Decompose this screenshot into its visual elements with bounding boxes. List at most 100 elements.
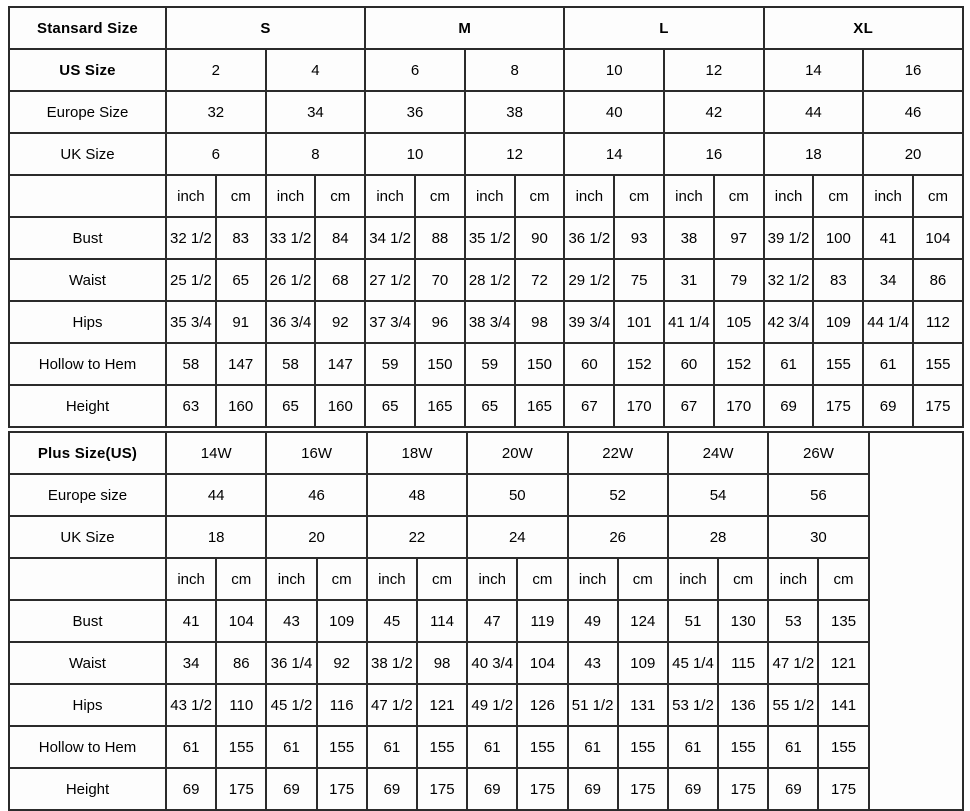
- plus-cell-waist-cm-6: 121: [817, 641, 870, 685]
- row-label-us-size: US Size: [8, 48, 167, 92]
- plus-row-label-units: [8, 557, 167, 601]
- plus-cell-waist-cm-5: 115: [717, 641, 770, 685]
- cell-hips-cm-2: 96: [414, 300, 466, 344]
- cell-bust-inch-3: 35 1/2: [463, 216, 516, 260]
- plus-cell-hollow_to_hem-inch-0: 61: [164, 725, 218, 769]
- unit-inch-3: inch: [463, 174, 516, 218]
- plus-row-label-europe-size: Europe size: [8, 473, 167, 517]
- plus-cell-bust-cm-0: 104: [215, 599, 268, 643]
- plus-cell-height-inch-1: 69: [265, 767, 318, 811]
- cell-uk-size-4: 14: [563, 132, 666, 176]
- plus-unit-cm-4: cm: [616, 557, 669, 601]
- plus-cell-hips-inch-4: 51 1/2: [566, 683, 619, 727]
- cell-bust-inch-7: 41: [862, 216, 915, 260]
- cell-waist-cm-4: 75: [613, 258, 666, 302]
- plus-cell-waist-inch-5: 45 1/4: [666, 641, 720, 685]
- standard-size-table-body: Stansard Size S M L XL US Size 2 4 6 8 10 12 14 16 Eur…: [8, 6, 964, 428]
- plus-unit-inch-3: inch: [466, 557, 519, 601]
- cell-waist-cm-0: 65: [214, 258, 267, 302]
- cell-waist-cm-5: 79: [712, 258, 765, 302]
- cell-hollow_to_hem-inch-3: 59: [463, 342, 516, 386]
- plus-cell-hips-inch-5: 53 1/2: [666, 683, 720, 727]
- plus-cell-europe-size-4: 52: [566, 473, 669, 517]
- plus-size-22W: 22W: [566, 431, 669, 475]
- plus-cell-hollow_to_hem-inch-6: 61: [767, 725, 820, 769]
- plus-cell-bust-inch-3: 47: [466, 599, 519, 643]
- plus-cell-waist-inch-0: 34: [164, 641, 218, 685]
- cell-us-size-4: 10: [563, 48, 666, 92]
- plus-unit-inch-1: inch: [265, 557, 318, 601]
- cell-hips-inch-1: 36 3/4: [264, 300, 317, 344]
- plus-cell-bust-inch-2: 45: [365, 599, 418, 643]
- cell-bust-inch-1: 33 1/2: [264, 216, 317, 260]
- cell-hips-cm-6: 109: [812, 300, 865, 344]
- plus-cell-height-cm-5: 175: [717, 767, 770, 811]
- cell-waist-inch-1: 26 1/2: [264, 258, 317, 302]
- cell-hollow_to_hem-cm-5: 152: [712, 342, 765, 386]
- cell-europe-size-4: 40: [563, 90, 666, 134]
- standard-units-row: inch cm inch cm inch cm inch cm inch cm inch cm inch…: [8, 174, 964, 218]
- cell-bust-inch-2: 34 1/2: [364, 216, 417, 260]
- row-label-hollow_to_hem: Hollow to Hem: [8, 342, 167, 386]
- plus-cell-waist-cm-2: 98: [415, 641, 469, 685]
- standard-row-hollow_to_hem: Hollow to Hem 58 147 58 147 59 150 59 150 60 152 60…: [8, 342, 964, 386]
- plus-unit-cm-0: cm: [215, 557, 268, 601]
- plus-units-row: inch cm inch cm inch cm inch cm inch cm inch cm inch…: [8, 557, 963, 601]
- plus-row-label-hips: Hips: [8, 683, 167, 727]
- cell-uk-size-1: 8: [264, 132, 367, 176]
- plus-cell-height-cm-2: 175: [415, 767, 469, 811]
- plus-row-europe-size: Europe size 44 46 48 50 52 54 56: [8, 473, 963, 517]
- cell-bust-inch-6: 39 1/2: [762, 216, 815, 260]
- cell-hips-inch-5: 41 1/4: [663, 300, 715, 344]
- plus-size-label: Plus Size(US): [8, 431, 167, 475]
- plus-cell-hips-inch-1: 45 1/2: [265, 683, 318, 727]
- plus-cell-bust-cm-2: 114: [415, 599, 469, 643]
- plus-cell-uk-size-5: 28: [666, 515, 770, 559]
- cell-europe-size-6: 44: [762, 90, 865, 134]
- cell-uk-size-0: 6: [165, 132, 267, 176]
- cell-bust-cm-2: 88: [414, 216, 466, 260]
- plus-cell-bust-inch-4: 49: [566, 599, 619, 643]
- plus-cell-height-inch-6: 69: [767, 767, 820, 811]
- cell-height-cm-7: 175: [912, 384, 964, 428]
- row-label-hips: Hips: [8, 300, 167, 344]
- row-label-waist: Waist: [8, 258, 167, 302]
- cell-bust-cm-7: 104: [912, 216, 964, 260]
- cell-height-inch-6: 69: [762, 384, 815, 428]
- cell-height-inch-0: 63: [165, 384, 217, 428]
- cell-hollow_to_hem-cm-2: 150: [414, 342, 466, 386]
- size-group-XL: XL: [762, 6, 964, 50]
- plus-size-14W: 14W: [164, 431, 268, 475]
- cell-hollow_to_hem-cm-3: 150: [513, 342, 566, 386]
- cell-height-cm-1: 160: [314, 384, 367, 428]
- plus-cell-hips-cm-5: 136: [717, 683, 770, 727]
- row-label-height: Height: [8, 384, 167, 428]
- cell-height-cm-3: 165: [513, 384, 566, 428]
- cell-waist-cm-1: 68: [314, 258, 367, 302]
- plus-size-20W: 20W: [466, 431, 569, 475]
- cell-height-inch-3: 65: [463, 384, 516, 428]
- plus-unit-inch-4: inch: [566, 557, 619, 601]
- plus-size-table: Plus Size(US) 14W 16W 18W 20W 22W 24W 26W Europe…: [8, 431, 964, 811]
- cell-waist-inch-2: 27 1/2: [364, 258, 417, 302]
- plus-cell-height-inch-0: 69: [164, 767, 218, 811]
- unit-cm-1: cm: [314, 174, 367, 218]
- cell-hollow_to_hem-cm-0: 147: [214, 342, 267, 386]
- cell-us-size-2: 6: [364, 48, 466, 92]
- plus-header-row: Plus Size(US) 14W 16W 18W 20W 22W 24W 26W: [8, 431, 964, 811]
- cell-hollow_to_hem-inch-7: 61: [862, 342, 915, 386]
- cell-us-size-3: 8: [463, 48, 566, 92]
- cell-height-cm-5: 170: [712, 384, 765, 428]
- plus-cell-waist-cm-3: 104: [516, 641, 569, 685]
- plus-cell-hollow_to_hem-inch-1: 61: [265, 725, 318, 769]
- plus-row-bust: Bust 41 104 43 109 45 114 47 119 49 124 51 130 53 135: [8, 599, 963, 643]
- plus-row-hips: Hips 43 1/2 110 45 1/2 116 47 1/2 121 49 1/2 126…: [8, 683, 963, 727]
- cell-hips-inch-3: 38 3/4: [463, 300, 516, 344]
- unit-inch-0: inch: [165, 174, 217, 218]
- plus-cell-bust-cm-4: 124: [616, 599, 669, 643]
- plus-cell-europe-size-1: 46: [265, 473, 368, 517]
- cell-hips-cm-1: 92: [314, 300, 367, 344]
- row-label-units: [8, 174, 167, 218]
- plus-unit-cm-3: cm: [516, 557, 569, 601]
- plus-cell-waist-inch-1: 36 1/4: [265, 641, 318, 685]
